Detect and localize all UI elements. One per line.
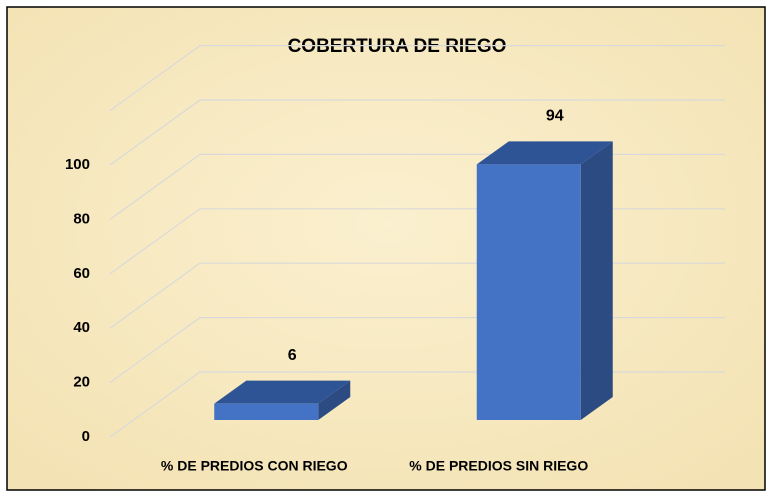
y-tick-label: 100 — [65, 156, 90, 173]
bar — [214, 403, 319, 420]
bar-side — [580, 141, 613, 420]
y-tick-label: 20 — [73, 374, 90, 391]
grid-line — [109, 44, 725, 112]
data-label: 94 — [546, 108, 564, 125]
x-tick-label: % DE PREDIOS SIN RIEGO — [409, 458, 588, 474]
x-tick-label: % DE PREDIOS CON RIEGO — [161, 458, 348, 474]
data-label: 6 — [288, 347, 297, 364]
bar-side — [318, 380, 351, 420]
bar — [476, 164, 581, 420]
y-tick-label: 80 — [73, 210, 90, 227]
bar-top — [476, 141, 613, 165]
y-tick-label: 40 — [73, 319, 90, 336]
bar-top — [214, 380, 351, 404]
y-tick-label: 60 — [73, 265, 90, 282]
chart-title: COBERTURA DE RIEGO — [288, 36, 507, 57]
chart-frame — [6, 6, 766, 491]
y-tick-label: 0 — [82, 428, 90, 445]
grid-line — [109, 99, 725, 166]
